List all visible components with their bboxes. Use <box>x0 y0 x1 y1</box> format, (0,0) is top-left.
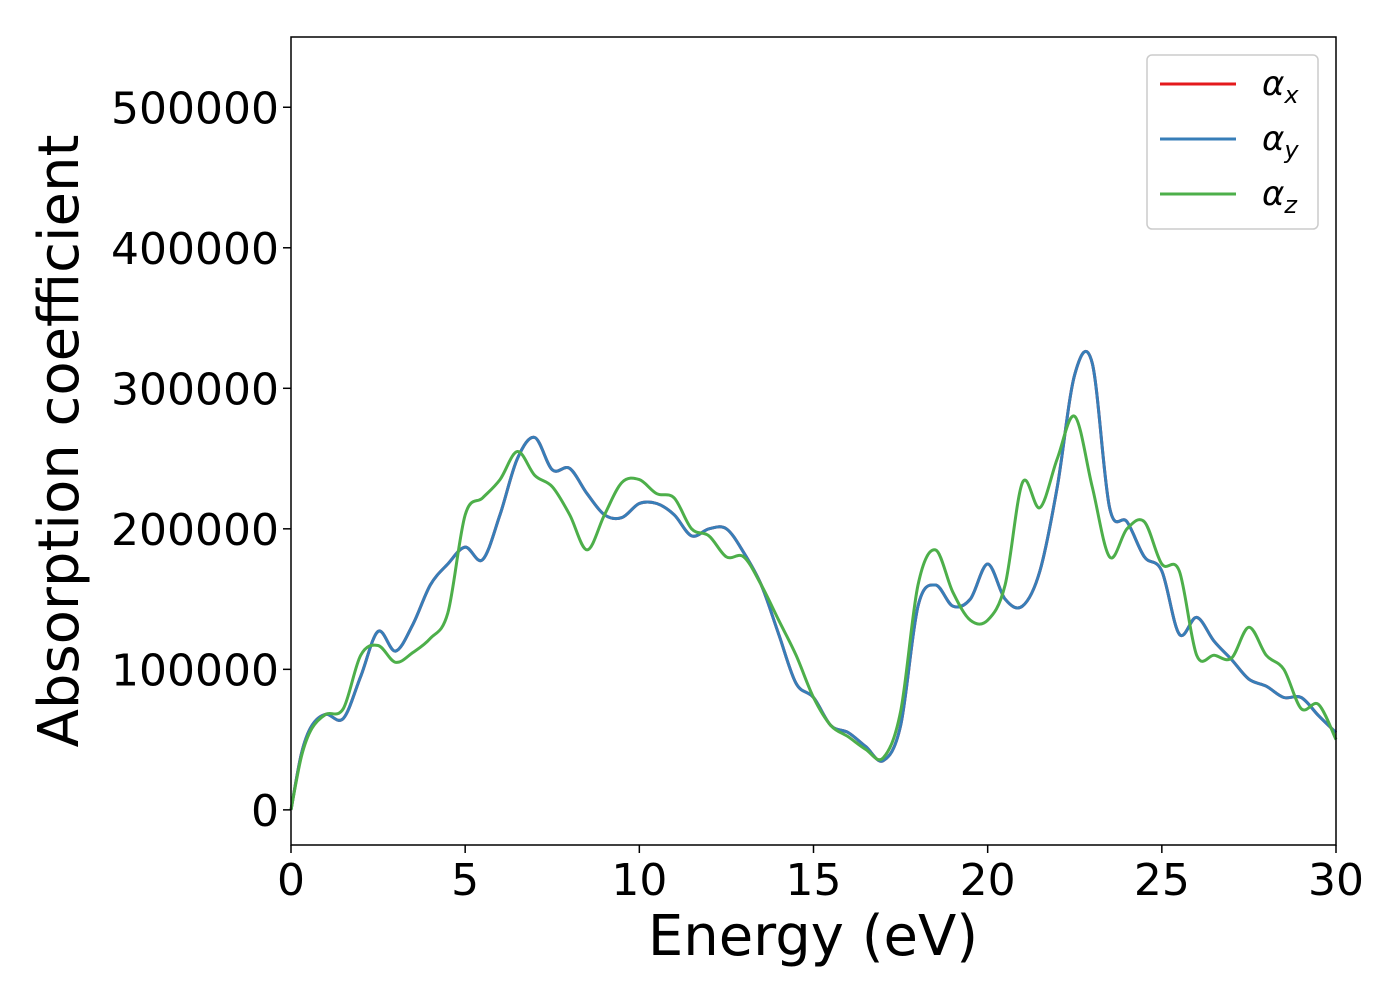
x-tick-label: 25 <box>1134 855 1190 906</box>
series-line-z <box>289 414 1338 811</box>
y-axis-ticks: 0 100000 200000 300000 400000 500000 <box>111 83 291 837</box>
y-tick-label: 0 <box>251 786 279 837</box>
y-tick-label: 400000 <box>111 224 279 275</box>
legend: αx αy αz <box>1146 54 1319 230</box>
y-tick-label: 300000 <box>111 364 279 415</box>
x-tick-label: 30 <box>1308 855 1364 906</box>
series-layer <box>289 349 1338 811</box>
y-tick-label: 500000 <box>111 83 279 134</box>
legend-label-x: αx <box>1262 64 1299 109</box>
x-tick-label: 5 <box>451 855 479 906</box>
legend-box <box>1146 54 1319 230</box>
x-axis-title: Energy (eV) <box>648 904 978 969</box>
x-tick-label: 20 <box>960 855 1016 906</box>
legend-label-y: αy <box>1262 119 1299 164</box>
x-tick-label: 0 <box>277 855 305 906</box>
legend-label-z: αz <box>1262 174 1298 219</box>
x-tick-label: 10 <box>611 855 667 906</box>
x-axis-ticks: 0 5 10 15 20 25 30 <box>277 845 1364 906</box>
y-axis-title: Absorption coefficient <box>27 135 92 748</box>
x-tick-label: 15 <box>786 855 842 906</box>
y-tick-label: 100000 <box>111 645 279 696</box>
y-tick-label: 200000 <box>111 505 279 556</box>
